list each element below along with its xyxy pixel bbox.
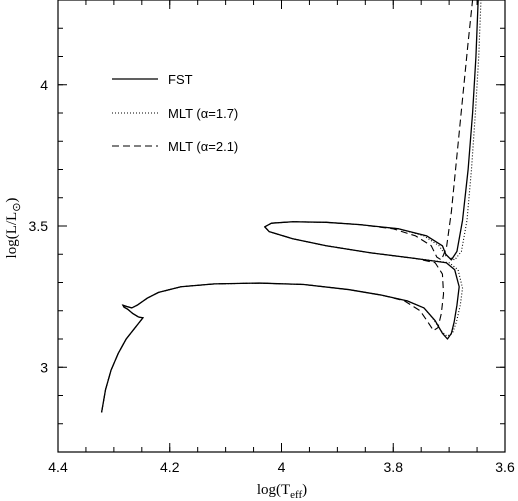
legend-mlt-1-7-label: MLT (α=1.7): [168, 106, 238, 121]
x-axis-title-sub: eff: [290, 489, 302, 501]
x-axis-title-main: log(T: [257, 482, 290, 498]
x-axis-title: log(Teff): [257, 482, 307, 501]
y-tick-label-4: 4: [40, 77, 48, 93]
x-tick-labels: 4.4 4.2 4 3.8 3.6: [48, 459, 515, 475]
series-mlt-2-1-line: [101, 0, 474, 413]
series-fst-line: [100, 0, 479, 413]
y-tick-labels: 3 3.5 4: [29, 77, 49, 376]
plot-frame: [57, 0, 506, 453]
series-mlt-1-7-line: [101, 0, 482, 413]
x-tick-label-4-4: 4.4: [48, 459, 68, 475]
y-minor-ticks: [58, 0, 505, 453]
x-minor-ticks: [57, 0, 506, 452]
y-axis-title-sub: ⊙: [11, 203, 23, 212]
y-axis-title: log(L/L⊙): [4, 198, 23, 259]
x-axis-title-tail: ): [302, 482, 307, 498]
y-tick-label-3-5: 3.5: [29, 218, 49, 234]
x-major-ticks: [57, 0, 506, 452]
y-tick-label-3: 3: [40, 359, 48, 375]
legend-mlt-2-1-label: MLT (α=2.1): [168, 139, 238, 154]
x-tick-label-3-6: 3.6: [495, 459, 515, 475]
y-major-ticks: [58, 84, 505, 368]
series-group: [100, 0, 482, 413]
legend: FST MLT (α=1.7) MLT (α=2.1): [112, 72, 238, 154]
x-tick-label-3-8: 3.8: [384, 459, 404, 475]
x-tick-label-4-2: 4.2: [160, 459, 180, 475]
legend-fst-label: FST: [168, 72, 193, 87]
y-axis-title-main: log(L/L: [4, 212, 20, 259]
y-axis-title-tail: ): [4, 198, 20, 203]
x-tick-label-4: 4: [278, 459, 286, 475]
